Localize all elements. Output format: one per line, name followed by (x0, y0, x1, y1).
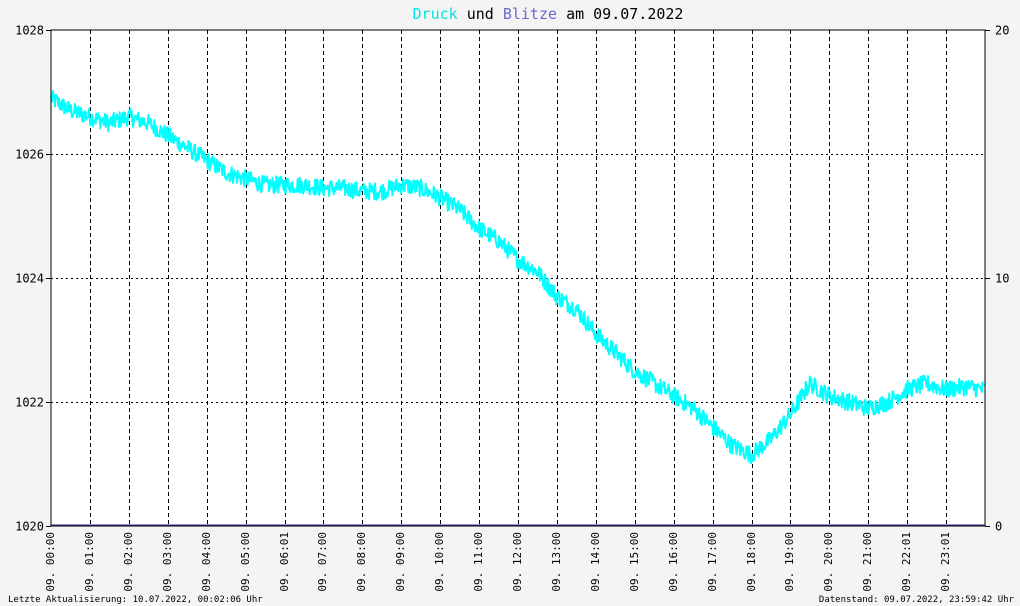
x-tick-label: 09. 06:01 (278, 532, 291, 592)
x-tick-label: 09. 10:00 (433, 532, 446, 592)
x-tick-label: 09. 05:00 (239, 532, 252, 592)
left-tick-label: 1022 (15, 396, 44, 410)
x-tick-label: 09. 17:00 (706, 532, 719, 592)
x-tick-label: 09. 16:00 (667, 532, 680, 592)
x-tick-label: 09. 14:00 (589, 532, 602, 592)
right-tick-label: 0 (995, 520, 1002, 534)
druck-line (50, 89, 985, 465)
x-tick-label: 09. 23:01 (939, 532, 952, 592)
title-druck: Druck (413, 5, 458, 23)
x-tick-label: 09. 18:00 (745, 532, 758, 592)
x-tick-label: 09. 19:00 (783, 532, 796, 592)
druck-series (50, 89, 985, 465)
title-date: am 09.07.2022 (566, 5, 683, 23)
footer-last-update: Letzte Aktualisierung: 10.07.2022, 00:02… (8, 595, 263, 605)
x-tick-label: 09. 12:00 (511, 532, 524, 592)
x-tick-label: 09. 02:00 (122, 532, 135, 592)
title-blitze: Blitze (503, 5, 557, 23)
x-tick-label: 09. 04:00 (200, 532, 213, 592)
x-tick-label: 09. 20:00 (822, 532, 835, 592)
x-tick-label: 09. 08:00 (355, 532, 368, 592)
left-axis: 1020 1022 1024 1026 1028 (15, 24, 51, 534)
x-tick-label: 09. 03:00 (161, 532, 174, 592)
grid (51, 30, 985, 526)
left-tick-label: 1020 (15, 520, 44, 534)
x-axis: 09. 00:00 09. 01:00 09. 02:00 09. 03:00 09. … (44, 532, 952, 592)
x-tick-label: 09. 09:00 (394, 532, 407, 592)
right-tick-label: 20 (995, 24, 1009, 38)
title-und: und (467, 5, 494, 23)
chart-title: Druck und Blitze am 09.07.2022 (413, 5, 684, 23)
right-axis: 0 10 20 (985, 24, 1009, 534)
footer-data-status: Datenstand: 09.07.2022, 23:59:42 Uhr (819, 595, 1015, 605)
left-tick-label: 1024 (15, 272, 44, 286)
x-tick-label: 09. 01:00 (83, 532, 96, 592)
x-tick-label: 09. 21:00 (861, 532, 874, 592)
x-tick-label: 09. 07:00 (316, 532, 329, 592)
x-tick-label: 09. 13:00 (550, 532, 563, 592)
left-tick-label: 1028 (15, 24, 44, 38)
x-tick-label: 09. 00:00 (44, 532, 57, 592)
left-tick-label: 1026 (15, 148, 44, 162)
x-tick-label: 09. 15:00 (628, 532, 641, 592)
right-tick-label: 10 (995, 272, 1009, 286)
x-tick-label: 09. 22:01 (900, 532, 913, 592)
x-tick-label: 09. 11:00 (472, 532, 485, 592)
